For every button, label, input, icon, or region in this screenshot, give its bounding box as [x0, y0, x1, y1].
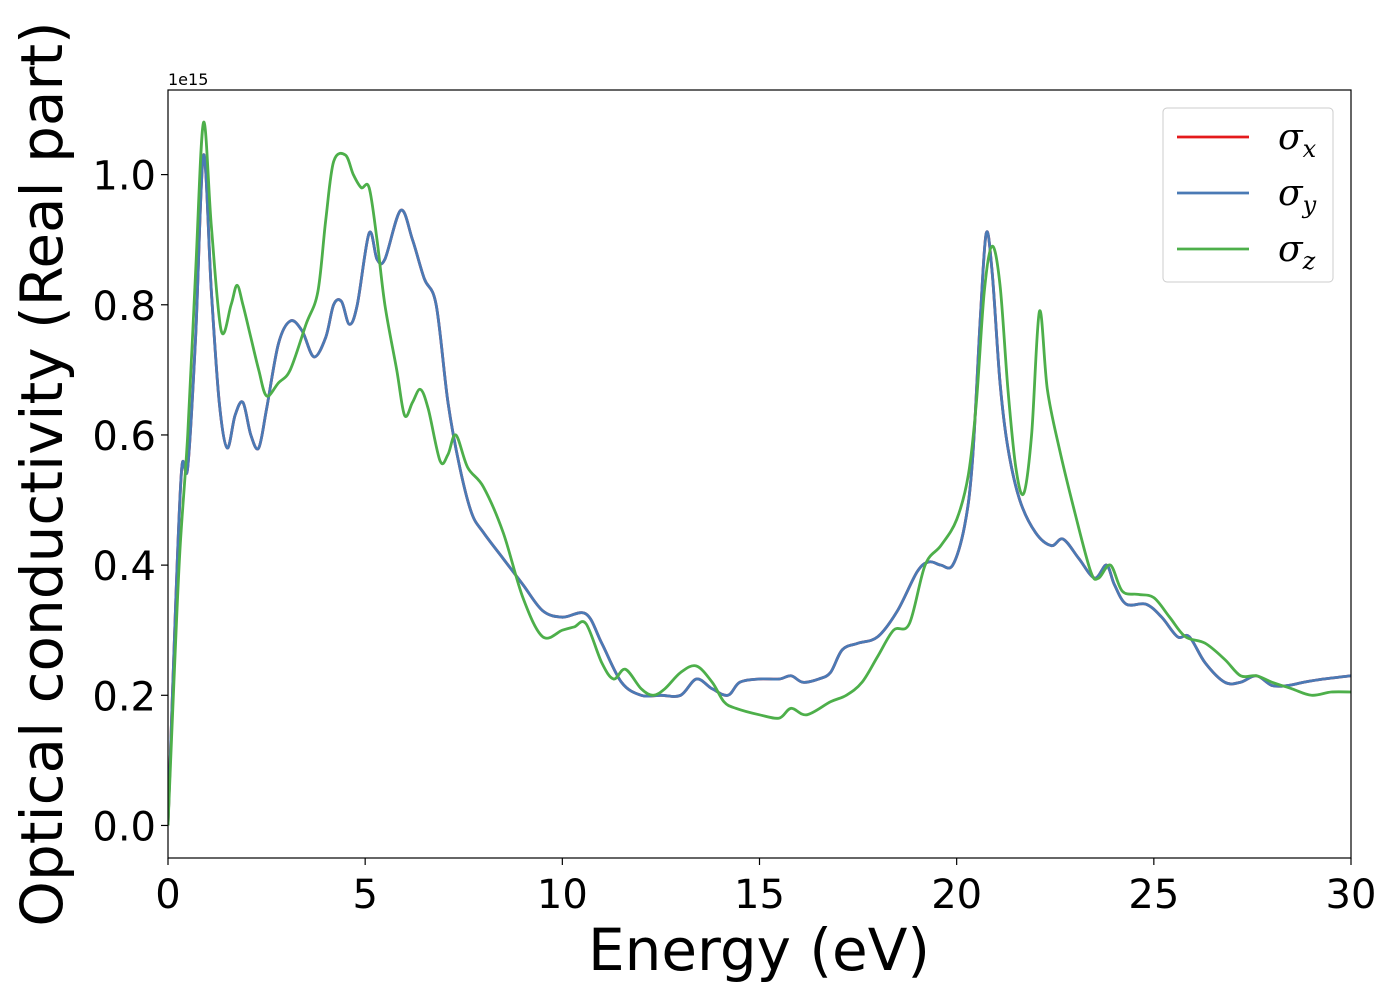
legend-box: [1162, 107, 1334, 283]
series-line-z: [168, 121, 1351, 826]
x-tick-label: 30: [1326, 872, 1377, 918]
y-axis-label: Optical conductivity (Real part): [8, 21, 76, 926]
legend-label-x: σx: [1278, 117, 1317, 163]
legend: σx σy σz: [1162, 107, 1334, 283]
legend-label-z: σz: [1278, 229, 1316, 275]
y-tick-label: 0.0: [92, 804, 156, 850]
x-tick-label: 20: [931, 872, 982, 918]
x-tick-label: 25: [1128, 872, 1179, 918]
series-layer: [168, 121, 1351, 826]
x-tick-label: 10: [537, 872, 588, 918]
x-tick-label: 15: [734, 872, 785, 918]
y-tick-label: 0.6: [92, 414, 156, 460]
x-tick-label: 0: [155, 872, 180, 918]
y-tick-label: 0.2: [92, 674, 156, 720]
y-tick-label: 0.4: [92, 544, 156, 590]
y-offset-label: 1e15: [168, 70, 208, 89]
y-tick-label: 1.0: [92, 154, 156, 200]
x-tick-label: 5: [352, 872, 377, 918]
y-tick-label: 0.8: [92, 284, 156, 330]
legend-label-y: σy: [1278, 173, 1317, 219]
ticks-layer: 0 5 10 15 20 25 30 0.0 0.2 0.4 0.6 0.8 1.0: [92, 154, 1376, 918]
x-axis-label: Energy (eV): [588, 916, 930, 984]
